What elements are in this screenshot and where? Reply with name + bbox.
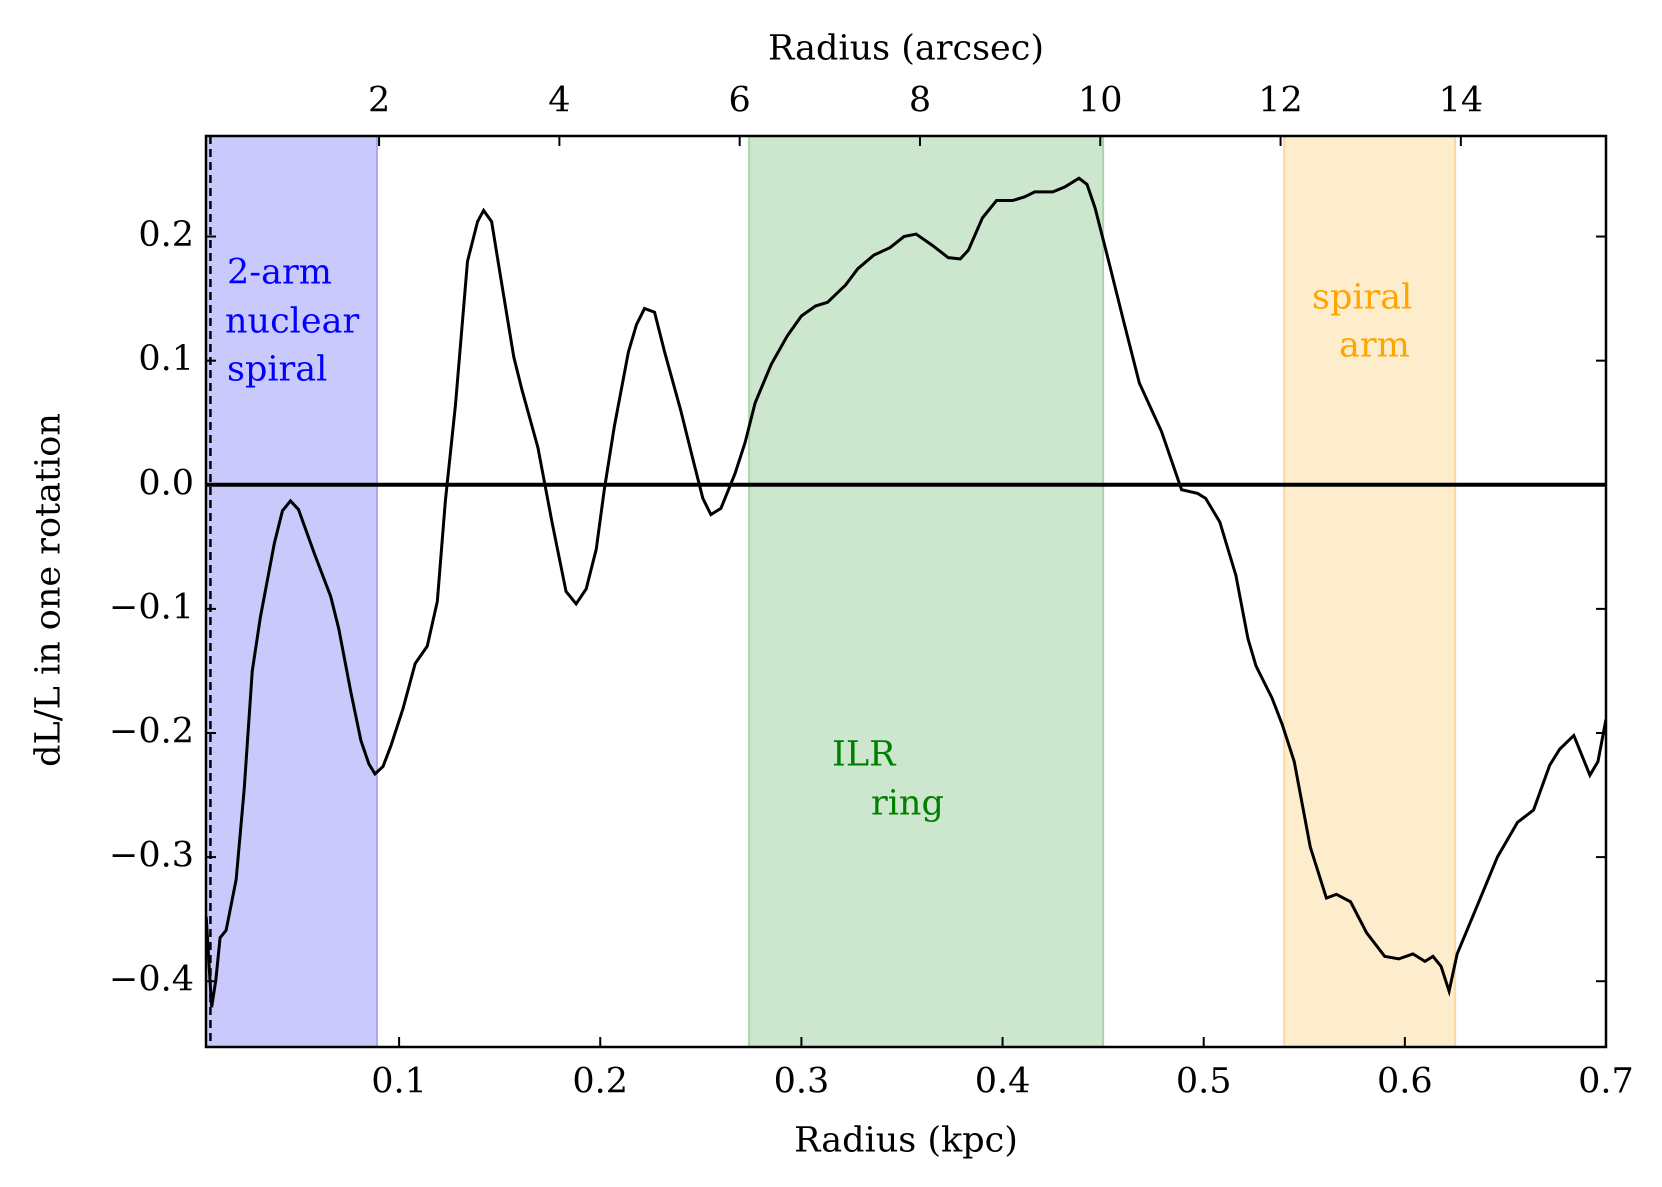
x2-axis-label: Radius (arcsec): [768, 29, 1044, 69]
annotation: ILR: [832, 735, 897, 775]
x-tick-label: 0.4: [975, 1062, 1031, 1102]
x-tick-label: 0.6: [1377, 1062, 1433, 1102]
x-tick-label: 0.5: [1176, 1062, 1232, 1102]
x2-tick-label: 8: [909, 81, 931, 121]
y-axis-label: dL/L in one rotation: [29, 413, 69, 767]
x-tick-label: 0.7: [1578, 1062, 1634, 1102]
y-tick-label: −0.2: [109, 711, 194, 751]
shaded-region: [749, 136, 1104, 1047]
plot-frame: [204, 134, 1608, 1049]
data-line: [206, 176, 1606, 1008]
x2-tick-label: 6: [729, 81, 751, 121]
x2-tick-label: 4: [548, 81, 570, 121]
x2-tick-label: 14: [1439, 81, 1484, 121]
annotation: spiral: [1312, 278, 1412, 318]
annotation: nuclear: [225, 302, 359, 342]
x-tick-label: 0.1: [371, 1062, 427, 1102]
y-tick-label: −0.4: [109, 960, 194, 1000]
y-tick-label: 0.0: [138, 463, 194, 503]
y-tick-label: −0.1: [109, 587, 194, 627]
shaded-region: [1284, 136, 1456, 1047]
y-tick-label: −0.3: [109, 836, 194, 876]
x-tick-label: 0.3: [774, 1062, 830, 1102]
annotation: spiral: [227, 350, 327, 390]
x2-tick-label: 2: [368, 81, 390, 121]
x2-tick-label: 10: [1078, 81, 1123, 121]
y-tick-label: 0.1: [138, 339, 194, 379]
x-tick-label: 0.2: [572, 1062, 628, 1102]
annotation: ring: [871, 784, 944, 824]
x-axis-label: Radius (kpc): [794, 1121, 1018, 1161]
annotation: arm: [1339, 326, 1410, 366]
annotation: 2-arm: [227, 253, 332, 293]
y-tick-label: 0.2: [138, 215, 194, 255]
x2-tick-label: 12: [1258, 81, 1303, 121]
